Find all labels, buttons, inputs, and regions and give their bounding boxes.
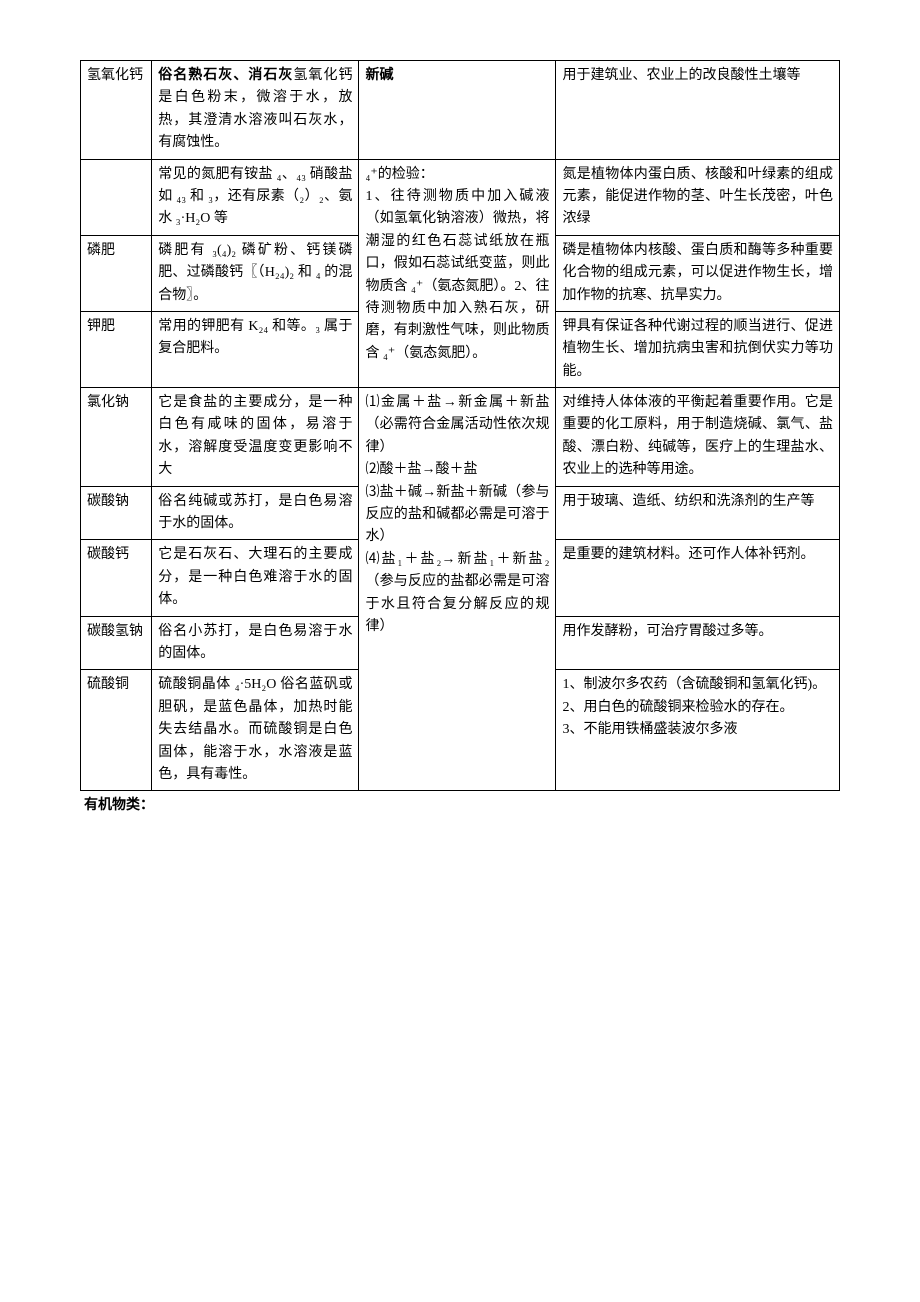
cell-name: 碳酸氢钠 [81, 616, 152, 670]
table-row: 氢氧化钙 俗名熟石灰、消石灰氢氧化钙是白色粉末，微溶于水，放热，其澄清水溶液叫石… [81, 61, 840, 160]
table-row: 常见的氮肥有铵盐 ₄、₄₃ 硝酸盐如 ₄₃ 和 ₃，还有尿素（₂）₂、氨水 ₃·… [81, 159, 840, 235]
cell-use: 是重要的建筑材料。还可作人体补钙剂。 [556, 540, 840, 616]
cell-name: 钾肥 [81, 311, 152, 387]
cell-desc: 常用的钾肥有 K₂₄ 和等。₃ 属于复合肥料。 [152, 311, 359, 387]
cell-use: 用于玻璃、造纸、纺织和洗涤剂的生产等 [556, 486, 840, 540]
cell-desc: 俗名熟石灰、消石灰氢氧化钙是白色粉末，微溶于水，放热，其澄清水溶液叫石灰水，有腐… [152, 61, 359, 160]
cell-use: 对维持人体体液的平衡起着重要作用。它是重要的化工原料，用于制造烧碱、氯气、盐酸、… [556, 388, 840, 487]
cell-use: 用于建筑业、农业上的改良酸性土壤等 [556, 61, 840, 160]
cell-name: 碳酸钠 [81, 486, 152, 540]
cell-name: 碳酸钙 [81, 540, 152, 616]
cell-desc: 俗名纯碱或苏打，是白色易溶于水的固体。 [152, 486, 359, 540]
cell-use: 钾具有保证各种代谢过程的顺当进行、促进植物生长、增加抗病虫害和抗倒伏实力等功能。 [556, 311, 840, 387]
cell-desc: 它是食盐的主要成分，是一种白色有咸味的固体，易溶于水，溶解度受温度变更影响不大 [152, 388, 359, 487]
cell-name: 氢氧化钙 [81, 61, 152, 160]
table-row: 氯化钠 它是食盐的主要成分，是一种白色有咸味的固体，易溶于水，溶解度受温度变更影… [81, 388, 840, 487]
cell-desc: 磷肥有 ₃(₄)₂ 磷矿粉、钙镁磷肥、过磷酸钙〖（H₂₄)₂ 和 ₄ 的混合物〗… [152, 235, 359, 311]
cell-desc: 它是石灰石、大理石的主要成分，是一种白色难溶于水的固体。 [152, 540, 359, 616]
document-page: 氢氧化钙 俗名熟石灰、消石灰氢氧化钙是白色粉末，微溶于水，放热，其澄清水溶液叫石… [80, 60, 840, 818]
cell-col3-merged: ⑴金属＋盐→新金属＋新盐（必需符合金属活动性依次规律）⑵酸＋盐→酸＋盐⑶盐＋碱→… [359, 388, 556, 791]
cell-name: 硫酸铜 [81, 670, 152, 791]
cell-name [81, 159, 152, 235]
footer-label: 有机物类： [80, 795, 840, 817]
cell-col3: 新碱 [359, 61, 556, 160]
cell-use: 氮是植物体内蛋白质、核酸和叶绿素的组成元素，能促进作物的茎、叶生长茂密，叶色浓绿 [556, 159, 840, 235]
cell-use: 1、制波尔多农药（含硫酸铜和氢氧化钙)。2、用白色的硫酸铜来检验水的存在。3、不… [556, 670, 840, 791]
cell-desc: 常见的氮肥有铵盐 ₄、₄₃ 硝酸盐如 ₄₃ 和 ₃，还有尿素（₂）₂、氨水 ₃·… [152, 159, 359, 235]
cell-name: 氯化钠 [81, 388, 152, 487]
cell-desc: 俗名小苏打，是白色易溶于水的固体。 [152, 616, 359, 670]
cell-desc: 硫酸铜晶体 ₄·5H₂O 俗名蓝矾或胆矾，是蓝色晶体，加热时能失去结晶水。而硫酸… [152, 670, 359, 791]
chemistry-table: 氢氧化钙 俗名熟石灰、消石灰氢氧化钙是白色粉末，微溶于水，放热，其澄清水溶液叫石… [80, 60, 840, 791]
cell-use: 用作发酵粉，可治疗胃酸过多等。 [556, 616, 840, 670]
cell-use: 磷是植物体内核酸、蛋白质和酶等多种重要化合物的组成元素，可以促进作物生长，增加作… [556, 235, 840, 311]
cell-col3-merged: ₄⁺的检验：1、往待测物质中加入碱液（如氢氧化钠溶液）微热，将潮湿的红色石蕊试纸… [359, 159, 556, 388]
cell-name: 磷肥 [81, 235, 152, 311]
